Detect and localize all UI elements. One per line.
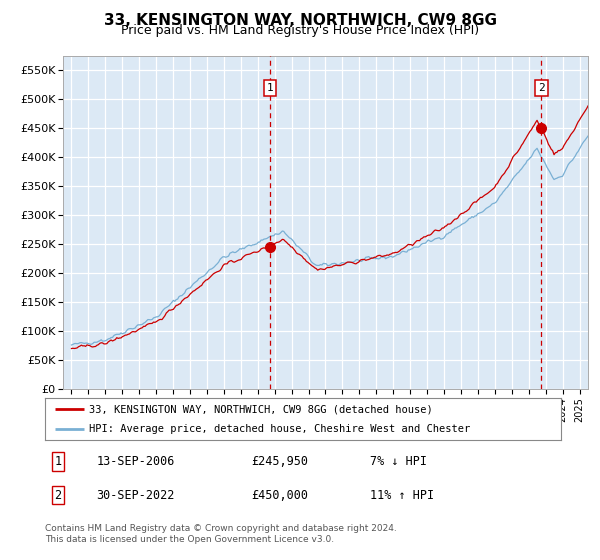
Text: 33, KENSINGTON WAY, NORTHWICH, CW9 8GG: 33, KENSINGTON WAY, NORTHWICH, CW9 8GG (104, 13, 497, 28)
Text: 2: 2 (55, 489, 61, 502)
Text: 11% ↑ HPI: 11% ↑ HPI (370, 489, 434, 502)
Text: 33, KENSINGTON WAY, NORTHWICH, CW9 8GG (detached house): 33, KENSINGTON WAY, NORTHWICH, CW9 8GG (… (89, 404, 433, 414)
Text: 1: 1 (266, 83, 273, 93)
Text: HPI: Average price, detached house, Cheshire West and Chester: HPI: Average price, detached house, Ches… (89, 424, 470, 434)
Text: £245,950: £245,950 (251, 455, 308, 468)
Text: Contains HM Land Registry data © Crown copyright and database right 2024.: Contains HM Land Registry data © Crown c… (45, 524, 397, 533)
Text: 13-SEP-2006: 13-SEP-2006 (97, 455, 175, 468)
Text: 1: 1 (55, 455, 61, 468)
Text: 30-SEP-2022: 30-SEP-2022 (97, 489, 175, 502)
Text: 7% ↓ HPI: 7% ↓ HPI (370, 455, 427, 468)
Text: This data is licensed under the Open Government Licence v3.0.: This data is licensed under the Open Gov… (45, 535, 334, 544)
Text: 2: 2 (538, 83, 545, 93)
Text: Price paid vs. HM Land Registry's House Price Index (HPI): Price paid vs. HM Land Registry's House … (121, 24, 479, 37)
Text: £450,000: £450,000 (251, 489, 308, 502)
